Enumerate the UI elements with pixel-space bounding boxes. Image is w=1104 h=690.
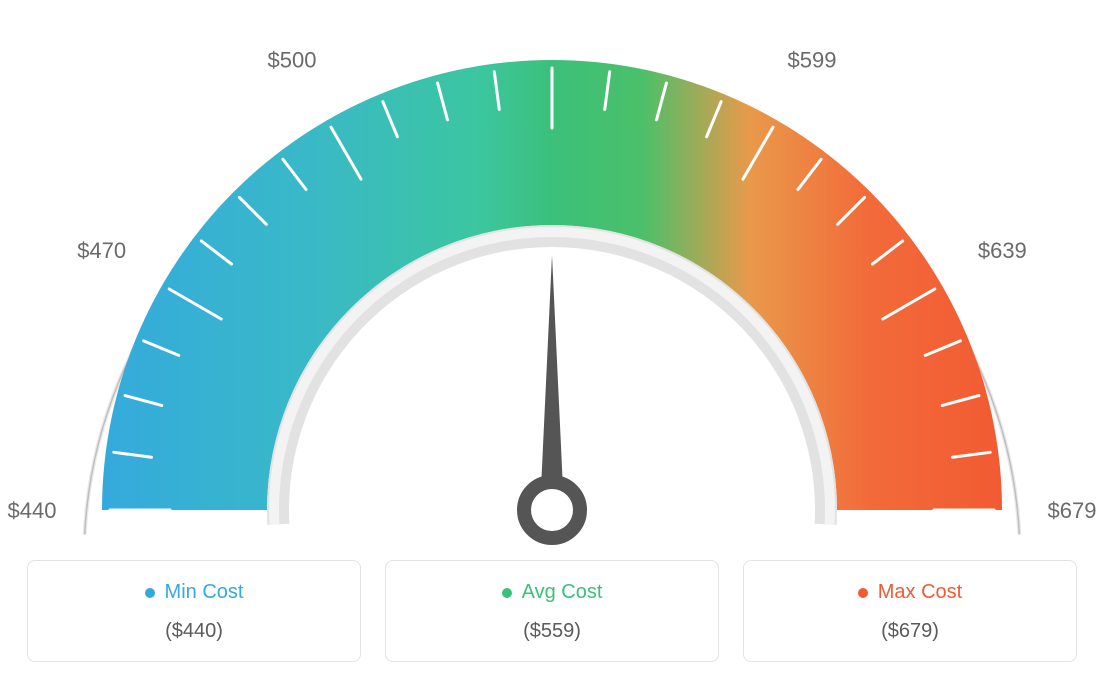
legend-label-max: Max Cost [878,581,962,604]
cost-gauge: $440 $470 $500 $559 $599 $639 $679 [0,0,1104,560]
legend-card-max: Max Cost ($679) [743,560,1077,662]
legend-value-max: ($679) [881,620,939,643]
dot-avg [502,588,512,598]
svg-text:$599: $599 [788,48,837,73]
legend-value-avg: ($559) [523,620,581,643]
legend-label-min: Min Cost [165,581,244,604]
legend-card-avg: Avg Cost ($559) [385,560,719,662]
svg-text:$559: $559 [528,0,577,3]
dot-min [145,588,155,598]
svg-text:$500: $500 [268,48,317,73]
svg-text:$639: $639 [978,238,1027,263]
svg-text:$470: $470 [77,238,126,263]
legend-label-avg: Avg Cost [522,581,603,604]
svg-text:$440: $440 [8,498,57,523]
svg-text:$679: $679 [1048,498,1097,523]
dot-max [858,588,868,598]
legend-value-min: ($440) [165,620,223,643]
legend-card-min: Min Cost ($440) [27,560,361,662]
legend-row: Min Cost ($440) Avg Cost ($559) Max Cost… [27,560,1077,662]
